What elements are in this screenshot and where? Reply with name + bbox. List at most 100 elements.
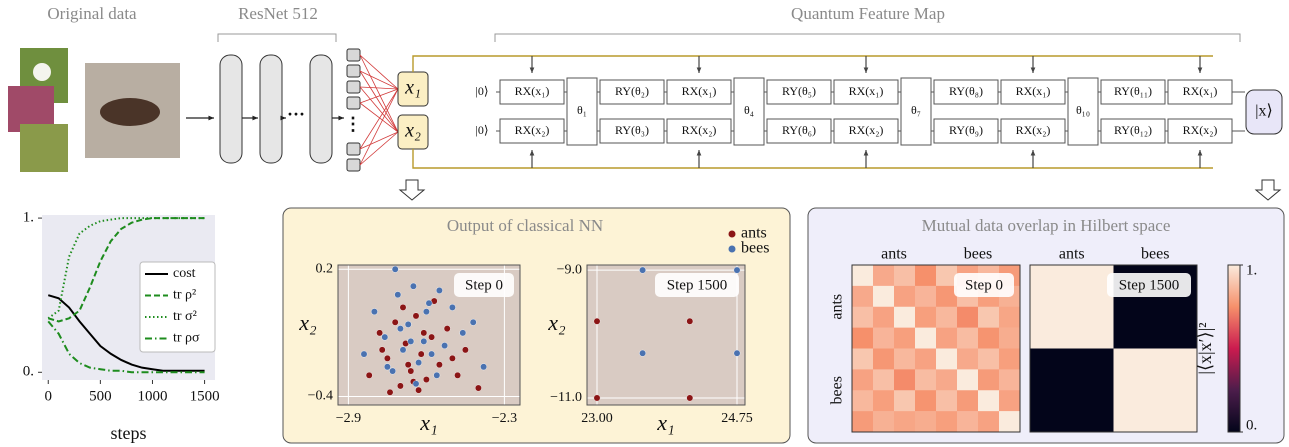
arrowhead: [280, 116, 286, 121]
arrowhead: [208, 116, 214, 121]
point: [421, 330, 427, 336]
block-label: θ₁₀: [1076, 103, 1090, 117]
point: [426, 300, 432, 306]
annotation: Step 1500: [667, 277, 727, 293]
heatmap-cell: [1114, 349, 1198, 433]
x-axis-label: x₁: [656, 410, 674, 435]
heatmap-cell: [873, 349, 894, 370]
point: [382, 334, 388, 340]
point: [428, 351, 434, 357]
gate-label: RX(x₁): [515, 84, 550, 98]
weight: [360, 89, 398, 149]
block-label: θ₇: [911, 103, 921, 117]
heatmap-cell: [978, 390, 999, 411]
gate-label: RX(x₁): [1016, 84, 1051, 98]
point: [594, 395, 600, 401]
arrowhead: [1031, 67, 1036, 73]
heatmap-cell: [978, 307, 999, 328]
heatmap-cell: [936, 328, 957, 349]
arrowhead: [530, 67, 535, 73]
gate-label: RX(x₂): [682, 123, 717, 137]
y-tick-label: −9.0: [557, 262, 582, 277]
point: [400, 347, 406, 353]
gate-label: RX(x₁): [682, 84, 717, 98]
x-category: ants: [1059, 246, 1085, 263]
x-category: ants: [881, 246, 907, 263]
arrowhead: [1198, 67, 1203, 73]
point: [415, 359, 421, 365]
heatmap-cell: [873, 286, 894, 307]
gate-label: RY(θ₂): [615, 84, 649, 98]
x-tick-label: −2.9: [336, 411, 361, 426]
y-category: bees: [829, 376, 846, 404]
heatmap-cell: [894, 411, 915, 432]
point: [392, 266, 398, 272]
feature-node: [347, 49, 360, 61]
heatmap-cell: [873, 390, 894, 411]
heatmap-cell: [999, 349, 1020, 370]
heatmap-cell: [852, 286, 873, 307]
y-axis-label: x₂: [547, 310, 566, 335]
annotation: Step 1500: [1119, 277, 1179, 293]
gate-label: RY(θ₁₁): [1114, 84, 1152, 98]
point: [639, 267, 645, 273]
resnet-layer: [260, 55, 282, 163]
x-tick-label: 1500: [190, 388, 220, 404]
point: [415, 387, 421, 393]
feed-line: [413, 149, 1213, 168]
feature-node: [347, 65, 360, 77]
y-tick-label: 0.2: [316, 261, 334, 276]
resnet-layer: [220, 55, 242, 163]
weight: [360, 55, 398, 89]
feature-node: [347, 159, 360, 171]
feature-node: [347, 143, 360, 155]
point: [395, 291, 401, 297]
legend-label: bees: [741, 240, 769, 257]
colorbar-label: |⟨x|x′⟩|²: [1195, 322, 1215, 374]
weight: [360, 132, 398, 165]
point: [434, 372, 440, 378]
heatmap-cell: [978, 328, 999, 349]
x-axis-label: steps: [111, 423, 147, 443]
photo: [33, 63, 51, 81]
x-tick-label: 1000: [137, 388, 167, 404]
x-tick-label: −2.3: [492, 411, 517, 426]
heatmap-cell: [873, 369, 894, 390]
heatmap-cell: [894, 390, 915, 411]
y-category: ants: [829, 294, 846, 320]
point: [449, 355, 455, 361]
gate-label: RX(x₂): [1183, 123, 1218, 137]
point: [371, 308, 377, 314]
point: [361, 351, 367, 357]
x-tick-label: 24.75: [721, 411, 753, 426]
heatmap-cell: [873, 265, 894, 286]
arrowhead: [697, 150, 702, 156]
point: [460, 330, 466, 336]
x-category: bees: [964, 246, 992, 263]
bracket: [495, 34, 1240, 42]
heatmap-cell: [915, 328, 936, 349]
heatmap-cell: [852, 369, 873, 390]
point: [444, 325, 450, 331]
heatmap-cell: [957, 369, 978, 390]
heatmap-cell: [957, 390, 978, 411]
photo: [20, 124, 68, 172]
point: [734, 267, 740, 273]
gate-label: RY(θ₈): [949, 84, 983, 98]
point: [454, 372, 460, 378]
y-tick-label: 1.: [23, 210, 34, 226]
heatmap-cell: [1030, 265, 1114, 349]
header-title: ResNet 512: [238, 4, 318, 23]
annotation: Step 0: [465, 277, 503, 293]
heatmap-cell: [894, 307, 915, 328]
heatmap-cell: [894, 286, 915, 307]
point: [389, 368, 395, 374]
panel-title: Output of classical NN: [447, 216, 603, 235]
point: [687, 395, 693, 401]
point: [408, 338, 414, 344]
x-category: bees: [1141, 246, 1169, 263]
heatmap-cell: [852, 307, 873, 328]
point: [397, 325, 403, 331]
point: [436, 287, 442, 293]
input-label: x₂: [404, 120, 421, 142]
